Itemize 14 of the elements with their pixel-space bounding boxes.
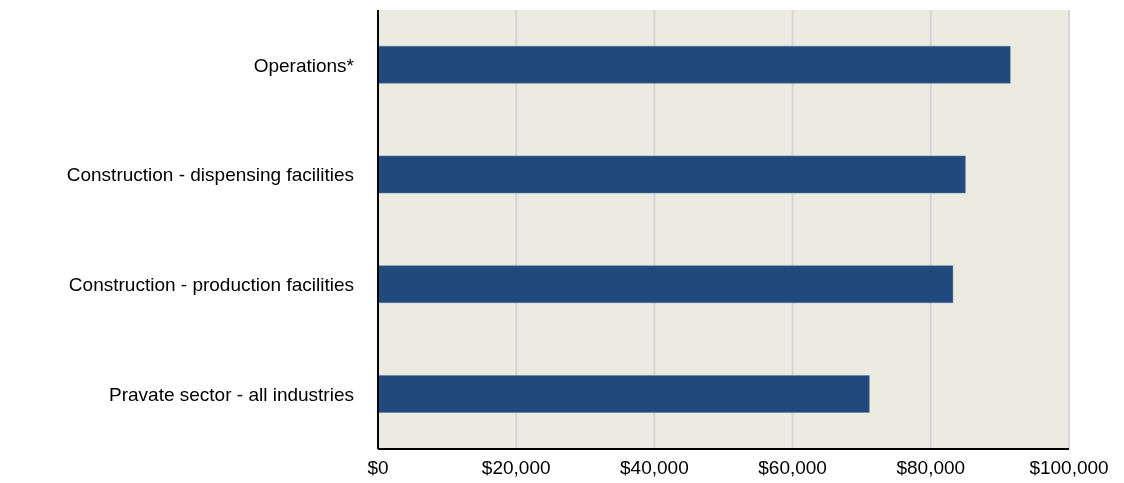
x-tick-label: $60,000 — [758, 457, 827, 479]
y-tick-label: Construction - production facilities — [68, 274, 354, 296]
x-tick-label: $80,000 — [896, 457, 966, 479]
bar — [378, 265, 954, 303]
x-tick-label: $0 — [367, 457, 389, 479]
bar — [378, 375, 870, 413]
x-tick-label: $20,000 — [481, 457, 551, 479]
x-tick-label: $100,000 — [1029, 457, 1109, 479]
y-tick-label: Operations* — [253, 54, 355, 76]
x-tick-label: $40,000 — [620, 457, 689, 479]
y-tick-label: Pravate sector - all industries — [109, 383, 354, 405]
y-tick-label: Construction - dispensing facilities — [66, 164, 354, 186]
bar — [378, 45, 1011, 84]
bar — [378, 155, 966, 194]
